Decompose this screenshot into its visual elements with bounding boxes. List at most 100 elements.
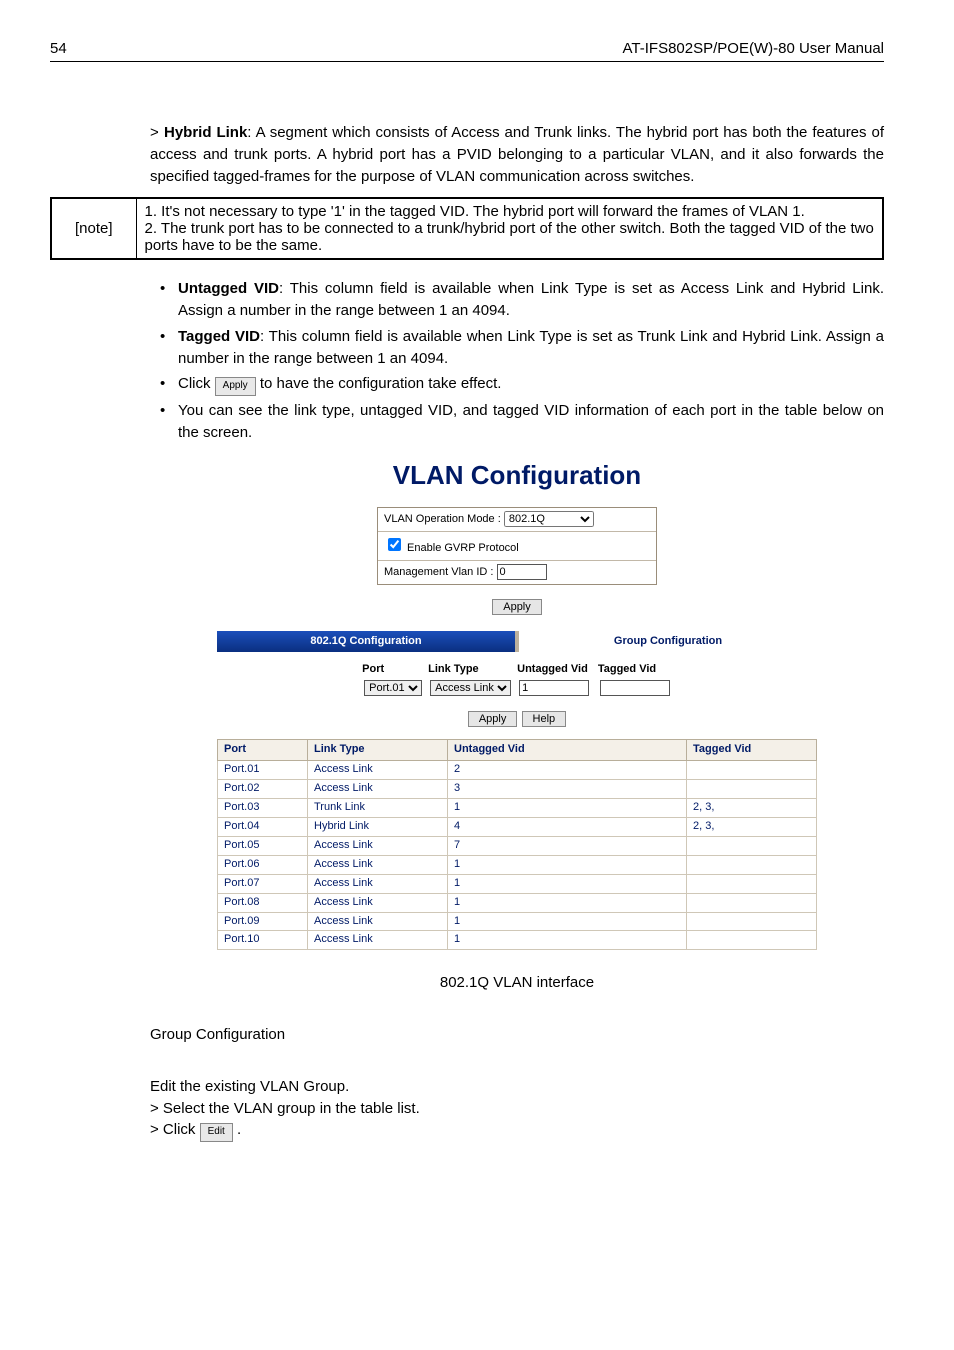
note-table: [note] 1. It's not necessary to type '1'… [50,197,884,260]
untagged-vid-input[interactable] [519,680,589,696]
form-help-button[interactable]: Help [522,711,567,727]
table-cell: 7 [448,836,687,855]
table-cell: Port.07 [218,874,308,893]
port-select[interactable]: Port.01 [364,680,422,696]
table-cell: Trunk Link [308,798,448,817]
table-cell [687,893,817,912]
table-cell: Port.03 [218,798,308,817]
bullet-untagged: Untagged VID: This column field is avail… [150,278,884,322]
top-apply-button[interactable]: Apply [492,599,542,615]
table-cell: 2, 3, [687,817,817,836]
cfg-hdr-uv: Untagged Vid [515,662,596,680]
table-cell: Access Link [308,874,448,893]
port-config-form: Port Link Type Untagged Vid Tagged Vid P… [360,662,674,697]
tab-group-config[interactable]: Group Configuration [517,631,817,653]
table-cell [687,855,817,874]
tbl-hdr-port: Port [218,740,308,761]
gvrp-label: Enable GVRP Protocol [404,542,519,554]
click-prefix: Click [178,375,215,392]
apply-inline-button: Apply [215,377,256,396]
table-cell: Access Link [308,893,448,912]
table-row: Port.05Access Link7 [218,836,817,855]
note-line2: 2. The trunk port has to be connected to… [145,220,875,254]
table-cell: 2 [448,761,687,780]
table-cell: 4 [448,817,687,836]
table-row: Port.04Hybrid Link42, 3, [218,817,817,836]
table-row: Port.03Trunk Link12, 3, [218,798,817,817]
table-row: Port.06Access Link1 [218,855,817,874]
gvrp-checkbox[interactable] [388,538,401,551]
click-suffix: to have the configuration take effect. [256,375,502,392]
table-cell [687,912,817,931]
vlan-configuration-panel: VLAN Configuration VLAN Operation Mode :… [197,457,837,950]
table-cell: Access Link [308,761,448,780]
operation-mode-row: VLAN Operation Mode : 802.1Q [378,508,656,532]
figure-caption: 802.1Q VLAN interface [150,972,884,994]
table-cell: Access Link [308,779,448,798]
table-row: Port.02Access Link3 [218,779,817,798]
note-line1: 1. It's not necessary to type '1' in the… [145,203,875,220]
table-cell: Port.02 [218,779,308,798]
cfg-hdr-port: Port [360,662,426,680]
table-cell [687,761,817,780]
tbl-hdr-link: Link Type [308,740,448,761]
gc-line1: Edit the existing VLAN Group. [150,1076,884,1098]
tagged-vid-input[interactable] [600,680,670,696]
untagged-text: : This column field is available when Li… [178,280,884,319]
hybrid-link-paragraph: >Hybrid Link: A segment which consists o… [150,122,884,187]
mode-label: VLAN Operation Mode : [384,513,504,525]
tab-8021q[interactable]: 802.1Q Configuration [217,631,517,653]
cfg-hdr-tv: Tagged Vid [596,662,674,680]
bullet-info: You can see the link type, untagged VID,… [150,400,884,444]
table-cell: 2, 3, [687,798,817,817]
table-cell: Port.04 [218,817,308,836]
bullet-tagged: Tagged VID: This column field is availab… [150,326,884,370]
linktype-select[interactable]: Access Link [430,680,511,696]
gc-click-prefix: > Click [150,1121,200,1138]
mgmt-vlan-input[interactable] [497,564,547,580]
tbl-hdr-uv: Untagged Vid [448,740,687,761]
table-row: Port.01Access Link2 [218,761,817,780]
table-cell [687,836,817,855]
note-content: 1. It's not necessary to type '1' in the… [136,198,883,259]
tbl-hdr-tv: Tagged Vid [687,740,817,761]
vlan-settings-box: VLAN Operation Mode : 802.1Q Enable GVRP… [377,507,657,585]
table-cell: Port.05 [218,836,308,855]
table-row: Port.09Access Link1 [218,912,817,931]
table-cell: 1 [448,912,687,931]
table-row: Port.08Access Link1 [218,893,817,912]
hybrid-link-label: Hybrid Link [164,124,247,141]
table-cell: Port.09 [218,912,308,931]
cfg-hdr-link: Link Type [426,662,515,680]
group-config-heading: Group Configuration [150,1024,884,1046]
table-cell: Port.08 [218,893,308,912]
table-cell: Access Link [308,912,448,931]
port-status-table: Port Link Type Untagged Vid Tagged Vid P… [217,739,817,950]
mgmt-label: Management Vlan ID : [384,566,497,578]
table-cell: 3 [448,779,687,798]
mgmt-vlan-row: Management Vlan ID : [378,561,656,584]
table-cell: 1 [448,893,687,912]
mode-select[interactable]: 802.1Q [504,511,594,527]
gc-line2: > Select the VLAN group in the table lis… [150,1098,884,1120]
table-cell: 1 [448,855,687,874]
table-cell: Hybrid Link [308,817,448,836]
page-number: 54 [50,40,67,57]
table-cell [687,931,817,950]
config-tabs: 802.1Q Configuration Group Configuration [217,631,817,653]
edit-inline-button: Edit [200,1123,233,1142]
table-cell: Port.10 [218,931,308,950]
table-cell: 1 [448,798,687,817]
table-row: Port.10Access Link1 [218,931,817,950]
tagged-text: : This column field is available when Li… [178,328,884,367]
gc-click-line: > Click Edit . [150,1119,884,1142]
bullet-click-apply: Click Apply to have the configuration ta… [150,373,884,396]
table-cell [687,874,817,893]
table-cell: Port.01 [218,761,308,780]
untagged-label: Untagged VID [178,280,279,297]
table-cell: Access Link [308,836,448,855]
table-row: Port.07Access Link1 [218,874,817,893]
table-cell: 1 [448,874,687,893]
feature-bullets: Untagged VID: This column field is avail… [150,278,884,443]
form-apply-button[interactable]: Apply [468,711,518,727]
